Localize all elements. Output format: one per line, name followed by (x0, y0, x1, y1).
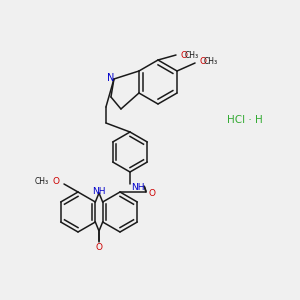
Text: CH₃: CH₃ (185, 50, 199, 59)
Text: O: O (200, 56, 207, 65)
Text: O: O (148, 190, 155, 199)
Text: HCl · H: HCl · H (227, 115, 263, 125)
Text: NH: NH (92, 187, 106, 196)
Text: NH: NH (131, 182, 145, 191)
Text: O: O (95, 242, 103, 251)
Text: N: N (107, 73, 115, 83)
Text: CH₃: CH₃ (204, 56, 218, 65)
Text: CH₃: CH₃ (35, 178, 49, 187)
Text: O: O (181, 50, 188, 59)
Text: O: O (52, 178, 59, 187)
